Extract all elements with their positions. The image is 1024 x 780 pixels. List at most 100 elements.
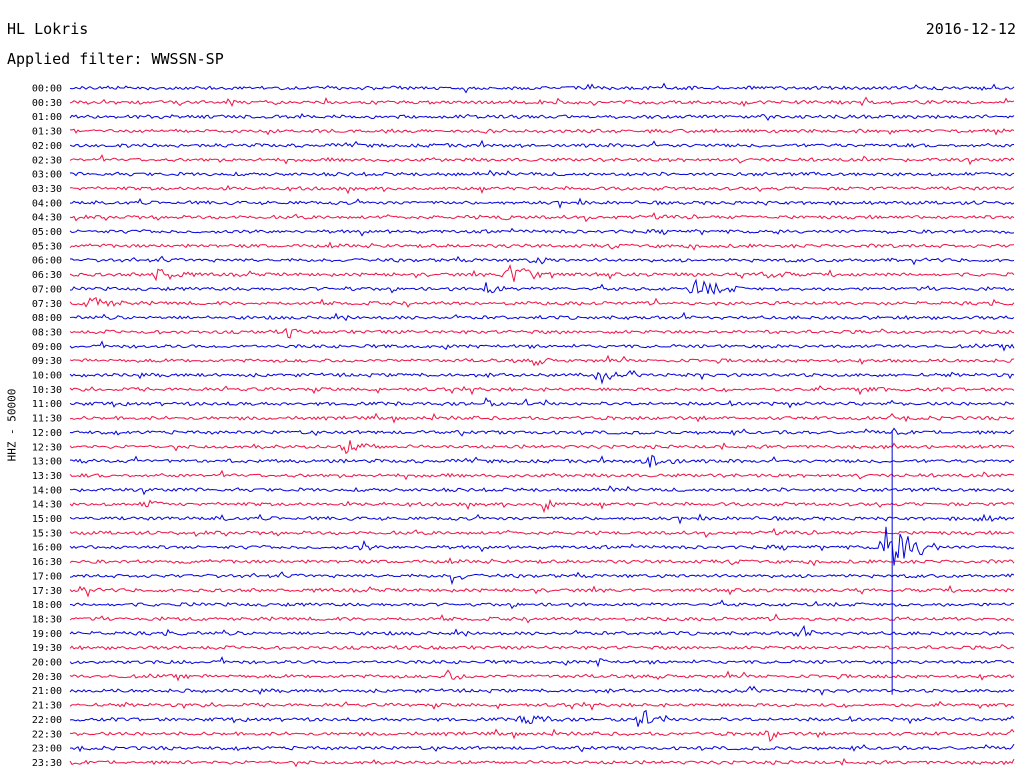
trace-line [69,154,1015,166]
trace-line [69,485,1015,496]
trace-line [69,685,1015,696]
trace-line [69,96,1015,108]
trace-line [69,311,1015,322]
trace-line [69,327,1015,339]
trace-line [69,412,1015,424]
filter-label: Applied filter: WWSSN-SP [7,50,224,68]
trace-line [69,599,1015,610]
time-tick-label: 02:00 [32,141,62,152]
trace-line [69,113,1015,121]
trace-line [70,197,1015,209]
time-tick-label: 23:30 [32,758,62,769]
time-tick-label: 06:30 [32,270,62,281]
time-tick-label: 16:30 [32,557,62,568]
trace-line [69,278,1015,296]
trace-line [69,526,1015,566]
time-tick-label: 21:30 [32,701,62,712]
time-tick-label: 09:30 [32,356,62,367]
trace-line [69,644,1015,651]
trace-line [69,296,1015,308]
trace-line [69,527,1015,538]
time-tick-label: 22:30 [32,729,62,740]
time-tick-label: 20:00 [32,658,62,669]
time-tick-label: 18:30 [32,614,62,625]
time-tick-label: 17:00 [32,571,62,582]
time-tick-label: 13:30 [32,471,62,482]
time-tick-label: 16:00 [32,543,62,554]
time-tick-label: 17:30 [32,586,62,597]
time-tick-label: 10:30 [32,385,62,396]
trace-line [69,624,1015,638]
time-tick-label: 00:00 [32,84,62,95]
trace-line [69,571,1015,586]
time-tick-label: 04:30 [32,213,62,224]
trace-line [69,139,1015,149]
time-tick-label: 07:30 [32,299,62,310]
time-tick-label: 08:30 [32,327,62,338]
trace-line [69,227,1015,237]
trace-line [69,700,1015,711]
trace-line [69,128,1015,136]
time-tick-label: 21:00 [32,686,62,697]
trace-line [69,469,1015,481]
time-tick-label: 14:30 [32,500,62,511]
trace-line [69,454,1015,468]
trace-line [69,757,1015,768]
time-tick-label: 15:00 [32,514,62,525]
time-tick-label: 13:00 [32,457,62,468]
time-tick-label: 10:00 [32,371,62,382]
trace-line [69,396,1015,409]
trace-line [69,669,1015,682]
time-tick-label: 19:00 [32,629,62,640]
trace-line [69,743,1015,753]
time-tick-label: 07:00 [32,284,62,295]
time-tick-label: 18:00 [32,600,62,611]
time-tick-label: 11:30 [32,414,62,425]
trace-line [69,557,1015,567]
time-tick-label: 00:30 [32,98,62,109]
trace-line [69,709,1015,727]
time-tick-label: 05:00 [32,227,62,238]
time-tick-label: 08:00 [32,313,62,324]
time-tick-label: 11:00 [32,399,62,410]
time-tick-label: 22:00 [32,715,62,726]
time-tick-label: 09:00 [32,342,62,353]
trace-line [69,440,1015,455]
trace-line [69,255,1015,266]
trace-line [69,82,1015,94]
time-tick-label: 06:00 [32,256,62,267]
trace-line [69,728,1015,742]
time-tick-label: 03:30 [32,184,62,195]
trace-line [69,656,1014,668]
trace-line [69,498,1015,514]
time-tick-label: 12:00 [32,428,62,439]
trace-line [69,385,1015,396]
time-tick-label: 14:00 [32,485,62,496]
trace-line [69,369,1015,385]
trace-line [69,354,1015,367]
time-tick-label: 01:30 [32,127,62,138]
time-tick-label: 12:30 [32,442,62,453]
trace-line [69,427,1015,437]
time-tick-label: 03:00 [32,170,62,181]
time-tick-label: 05:30 [32,241,62,252]
time-tick-label: 19:30 [32,643,62,654]
trace-line [69,169,1015,177]
time-tick-label: 01:00 [32,112,62,123]
trace-line [69,264,1015,282]
station-title: HL Lokris [7,20,89,38]
time-tick-label: 23:00 [32,744,62,755]
date-label: 2016-12-12 [925,20,1016,38]
trace-line [69,513,1015,525]
trace-line [69,584,1015,598]
time-tick-label: 02:30 [32,155,62,166]
time-tick-label: 15:30 [32,528,62,539]
time-tick-label: 04:00 [32,198,62,209]
trace-line [69,241,1015,251]
trace-line [69,340,1015,352]
time-tick-label: 20:30 [32,672,62,683]
trace-line [69,184,1015,195]
trace-line [69,613,1015,624]
trace-line [69,212,1015,223]
